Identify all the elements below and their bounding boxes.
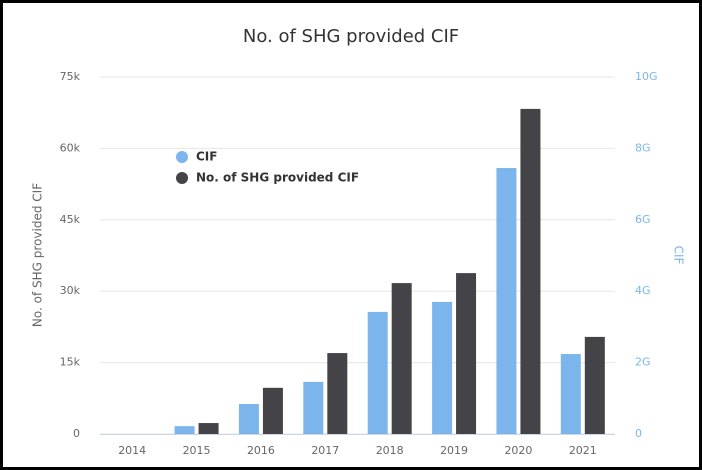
x-tick-label: 2016 [247, 444, 275, 457]
x-tick-label: 2021 [569, 444, 597, 457]
bar [560, 354, 581, 434]
bar [496, 168, 517, 434]
bar [174, 426, 195, 434]
x-tick-label: 2017 [311, 444, 339, 457]
legend-label: CIF [196, 150, 217, 164]
legend-marker [176, 151, 188, 163]
x-tick-label: 2019 [440, 444, 468, 457]
bar [238, 404, 259, 434]
y-tick-label: 60k [60, 141, 81, 154]
y-tick-label: 15k [60, 356, 81, 369]
bar [584, 336, 605, 434]
y-tick-label: 45k [60, 213, 81, 226]
bar [198, 423, 219, 434]
x-tick-label: 2014 [118, 444, 146, 457]
chart-title: No. of SHG provided CIF [243, 26, 459, 47]
x-tick-label: 2020 [504, 444, 532, 457]
legend-label: No. of SHG provided CIF [196, 171, 359, 185]
y-axis-label: No. of SHG provided CIF [31, 183, 45, 327]
y2-axis-label: CIF [672, 246, 686, 265]
y2-tick-label: 6G [635, 213, 651, 226]
legend-marker [176, 172, 188, 184]
bar [367, 311, 388, 434]
y2-tick-label: 2G [635, 356, 651, 369]
x-tick-label: 2015 [183, 444, 211, 457]
x-tick-label: 2018 [376, 444, 404, 457]
y-tick-label: 30k [60, 284, 81, 297]
y2-tick-label: 8G [635, 141, 651, 154]
bar [327, 353, 348, 434]
bar [456, 273, 477, 434]
bar [391, 283, 412, 434]
y2-tick-label: 4G [635, 284, 651, 297]
y2-tick-label: 10G [635, 70, 658, 83]
y-tick-label: 75k [60, 70, 81, 83]
bar [303, 381, 324, 434]
y2-tick-label: 0 [635, 427, 642, 440]
bar [520, 108, 541, 434]
y-tick-label: 0 [73, 427, 80, 440]
bar [262, 387, 283, 434]
bar [432, 301, 453, 434]
